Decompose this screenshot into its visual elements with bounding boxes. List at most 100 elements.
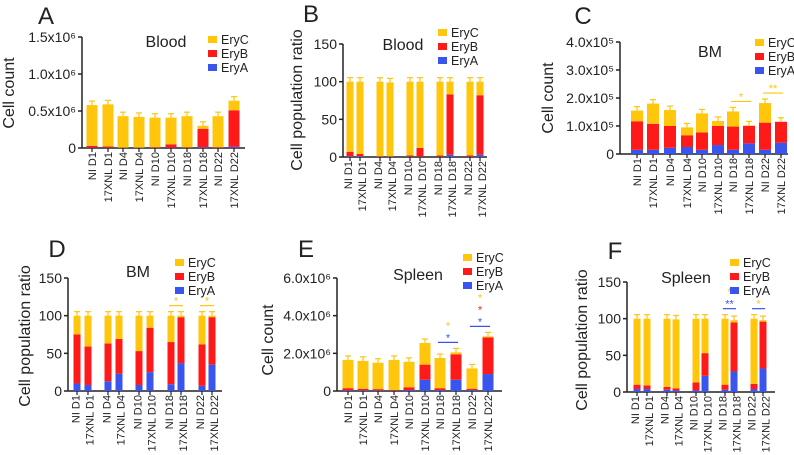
y-tick-label: 100 xyxy=(314,74,338,90)
bar-erya xyxy=(146,372,154,391)
legend-label: EryA xyxy=(188,284,216,298)
legend-label: EryC xyxy=(476,251,504,265)
bar-erya xyxy=(115,373,123,391)
x-tick-label: NI D10 xyxy=(697,158,709,192)
significance-star: * xyxy=(205,296,210,308)
y-tick-label: 150 xyxy=(39,270,63,286)
y-tick-label: 1.0x10⁵ xyxy=(566,118,614,134)
x-tick-label: 17XNL D22 xyxy=(229,152,241,208)
panel-letter: E xyxy=(298,236,314,263)
chart-title: Blood xyxy=(383,37,424,54)
legend-swatch-eryb xyxy=(755,53,764,60)
chart-title: BM xyxy=(698,44,722,61)
bar-eryc xyxy=(372,362,384,390)
legend-swatch-eryb xyxy=(438,43,447,50)
bar-eryb xyxy=(476,95,484,155)
legend-label: EryA xyxy=(451,54,479,68)
x-tick-label: NI D4 xyxy=(373,395,385,423)
x-tick-label: NI D10 xyxy=(403,161,415,195)
bar-eryc xyxy=(133,116,145,148)
bar-eryb xyxy=(84,346,92,385)
x-tick-label: 17XNL D10 xyxy=(420,395,432,451)
y-tick-label: 0 xyxy=(68,140,76,156)
panel-c: C BM Cell count 0 1.0x10⁵ 2.0x10⁵ 3.0x10⁵ 4.0x1… xyxy=(540,3,794,214)
bar-eryb xyxy=(721,384,729,390)
bar-erya xyxy=(672,390,680,392)
bar-erya xyxy=(198,385,206,391)
legend-swatch-eryb xyxy=(208,50,217,57)
bar-eryc xyxy=(721,318,729,385)
x-tick-label: 17XNL D10 xyxy=(147,395,159,451)
bar-eryb xyxy=(436,155,444,157)
bar-eryc xyxy=(466,81,474,156)
bar-eryc xyxy=(664,110,676,126)
x-tick-label: 17XNL D10 xyxy=(713,158,725,214)
bar-eryc xyxy=(342,359,354,389)
bar-eryc xyxy=(692,318,700,383)
bar-eryb xyxy=(434,388,446,391)
y-tick-label: 3.0x10⁵ xyxy=(566,62,614,78)
chart-title: Spleen xyxy=(661,270,711,287)
bar-eryb xyxy=(165,144,177,148)
bar-erya xyxy=(372,390,384,391)
bar-eryb xyxy=(167,342,175,385)
bar-erya xyxy=(727,149,739,154)
bar-eryc xyxy=(386,82,394,157)
bar-eryc xyxy=(672,319,680,389)
bar-erya xyxy=(743,143,755,154)
chart-title: Blood xyxy=(146,34,187,51)
bar-eryb xyxy=(759,122,771,150)
bar-erya xyxy=(450,379,462,391)
bar-erya xyxy=(84,384,92,391)
y-tick-label: 2.0x10⁶ xyxy=(283,345,331,361)
significance-star: ** xyxy=(769,83,778,95)
x-tick-label: NI D10 xyxy=(689,396,701,430)
x-tick-label: 17XNL D1 xyxy=(644,396,656,446)
x-tick-label: NI D18 xyxy=(433,161,445,195)
bar-eryb xyxy=(86,145,98,148)
legend-swatch-eryb xyxy=(175,273,184,280)
bar-eryb xyxy=(663,386,671,390)
x-tick-label: NI D18 xyxy=(728,158,740,192)
bar-eryb xyxy=(759,321,767,369)
x-tick-label: 17XNL D22 xyxy=(483,395,495,451)
bar-eryb xyxy=(342,388,354,391)
legend-label: EryC xyxy=(451,26,479,40)
bar-erya xyxy=(647,149,659,154)
panel-a: A Blood Cell count 0 0.5x10⁶ 1.0x10⁶ 1.5x10⁶ NI… xyxy=(1,3,249,208)
bar-eryb xyxy=(664,126,676,148)
x-tick-label: NI D4 xyxy=(102,395,114,423)
x-tick-label: NI D1 xyxy=(343,161,355,189)
legend-swatch-eryc xyxy=(175,259,184,266)
bar-eryc xyxy=(135,315,143,352)
y-tick-label: 1.5x10⁶ xyxy=(28,29,76,45)
bar-eryc xyxy=(482,336,494,338)
bar-eryb xyxy=(197,128,209,148)
significance-star: * xyxy=(727,287,732,299)
panel-e: E Spleen Cell count 0 2.0x10⁶ 4.0x10⁶ 6.0x10⁶ N… xyxy=(260,236,504,451)
x-tick-label: 17XNL D22 xyxy=(776,158,788,214)
panel-letter: A xyxy=(38,3,54,30)
bar-erya xyxy=(759,368,767,392)
bar-eryb xyxy=(198,344,206,386)
bar-erya xyxy=(482,374,494,391)
x-tick-label: NI D4 xyxy=(665,158,677,186)
x-tick-label: NI D18 xyxy=(435,395,447,429)
panel-b: B Blood Cell population ratio 0 50 100 150 NI D… xyxy=(289,1,489,217)
x-tick-label: 17XNL D10 xyxy=(166,152,178,208)
bar-erya xyxy=(135,384,143,391)
bar-eryc xyxy=(696,113,708,133)
legend-label: EryC xyxy=(768,36,794,50)
bar-eryc xyxy=(228,100,240,111)
legend-label: EryB xyxy=(188,270,215,284)
bar-erya xyxy=(631,149,643,154)
legend-label: EryC xyxy=(188,256,216,270)
y-tick-label: 50 xyxy=(46,345,62,361)
y-axis-label: Cell count xyxy=(540,62,557,134)
panel-f: F Spleen Cell population ratio 0 50 100 150 NI … xyxy=(574,238,775,452)
bar-eryb xyxy=(750,383,758,390)
x-tick-label: 17XNL D4 xyxy=(116,395,128,445)
x-tick-label: NI D1 xyxy=(343,395,355,423)
bar-eryc xyxy=(730,320,738,323)
legend-label: EryB xyxy=(221,47,248,61)
